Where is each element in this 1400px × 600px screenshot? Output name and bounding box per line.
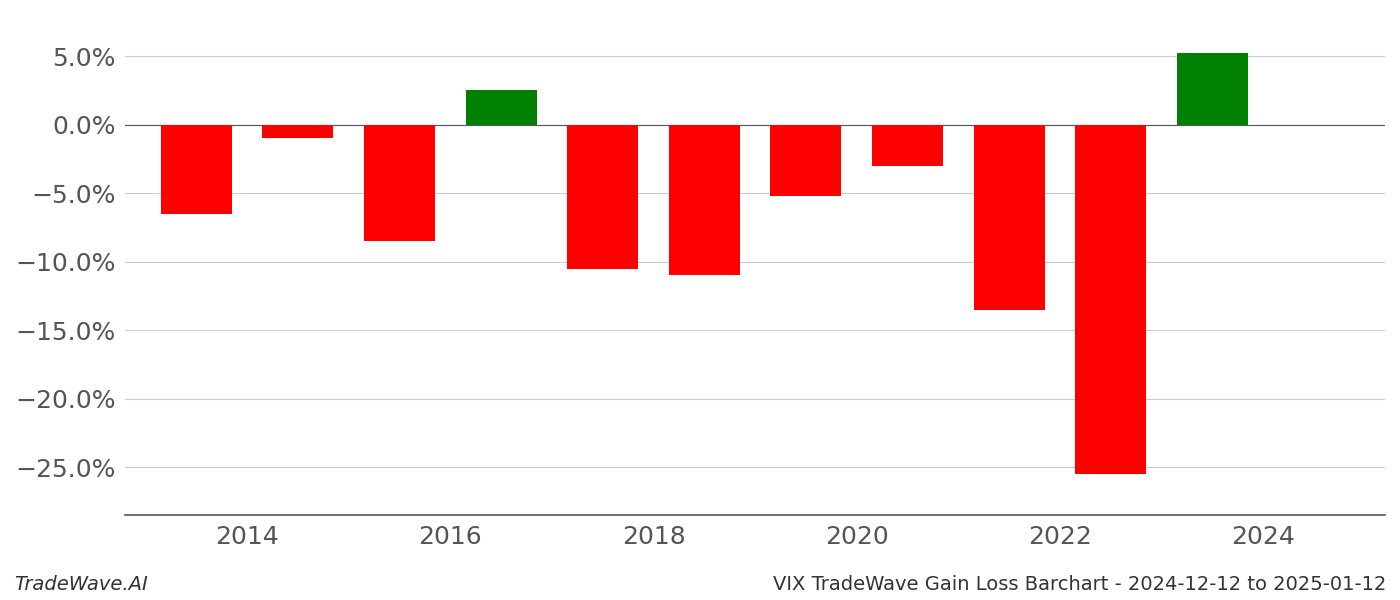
Bar — [1075, 125, 1147, 474]
Bar — [872, 125, 944, 166]
Bar — [364, 125, 435, 241]
Text: TradeWave.AI: TradeWave.AI — [14, 575, 148, 594]
Bar — [466, 91, 536, 125]
Bar — [770, 125, 841, 196]
Bar — [262, 125, 333, 139]
Bar — [161, 125, 232, 214]
Bar — [669, 125, 739, 275]
Bar — [973, 125, 1044, 310]
Bar — [567, 125, 638, 269]
Bar — [1177, 53, 1247, 125]
Text: VIX TradeWave Gain Loss Barchart - 2024-12-12 to 2025-01-12: VIX TradeWave Gain Loss Barchart - 2024-… — [773, 575, 1386, 594]
